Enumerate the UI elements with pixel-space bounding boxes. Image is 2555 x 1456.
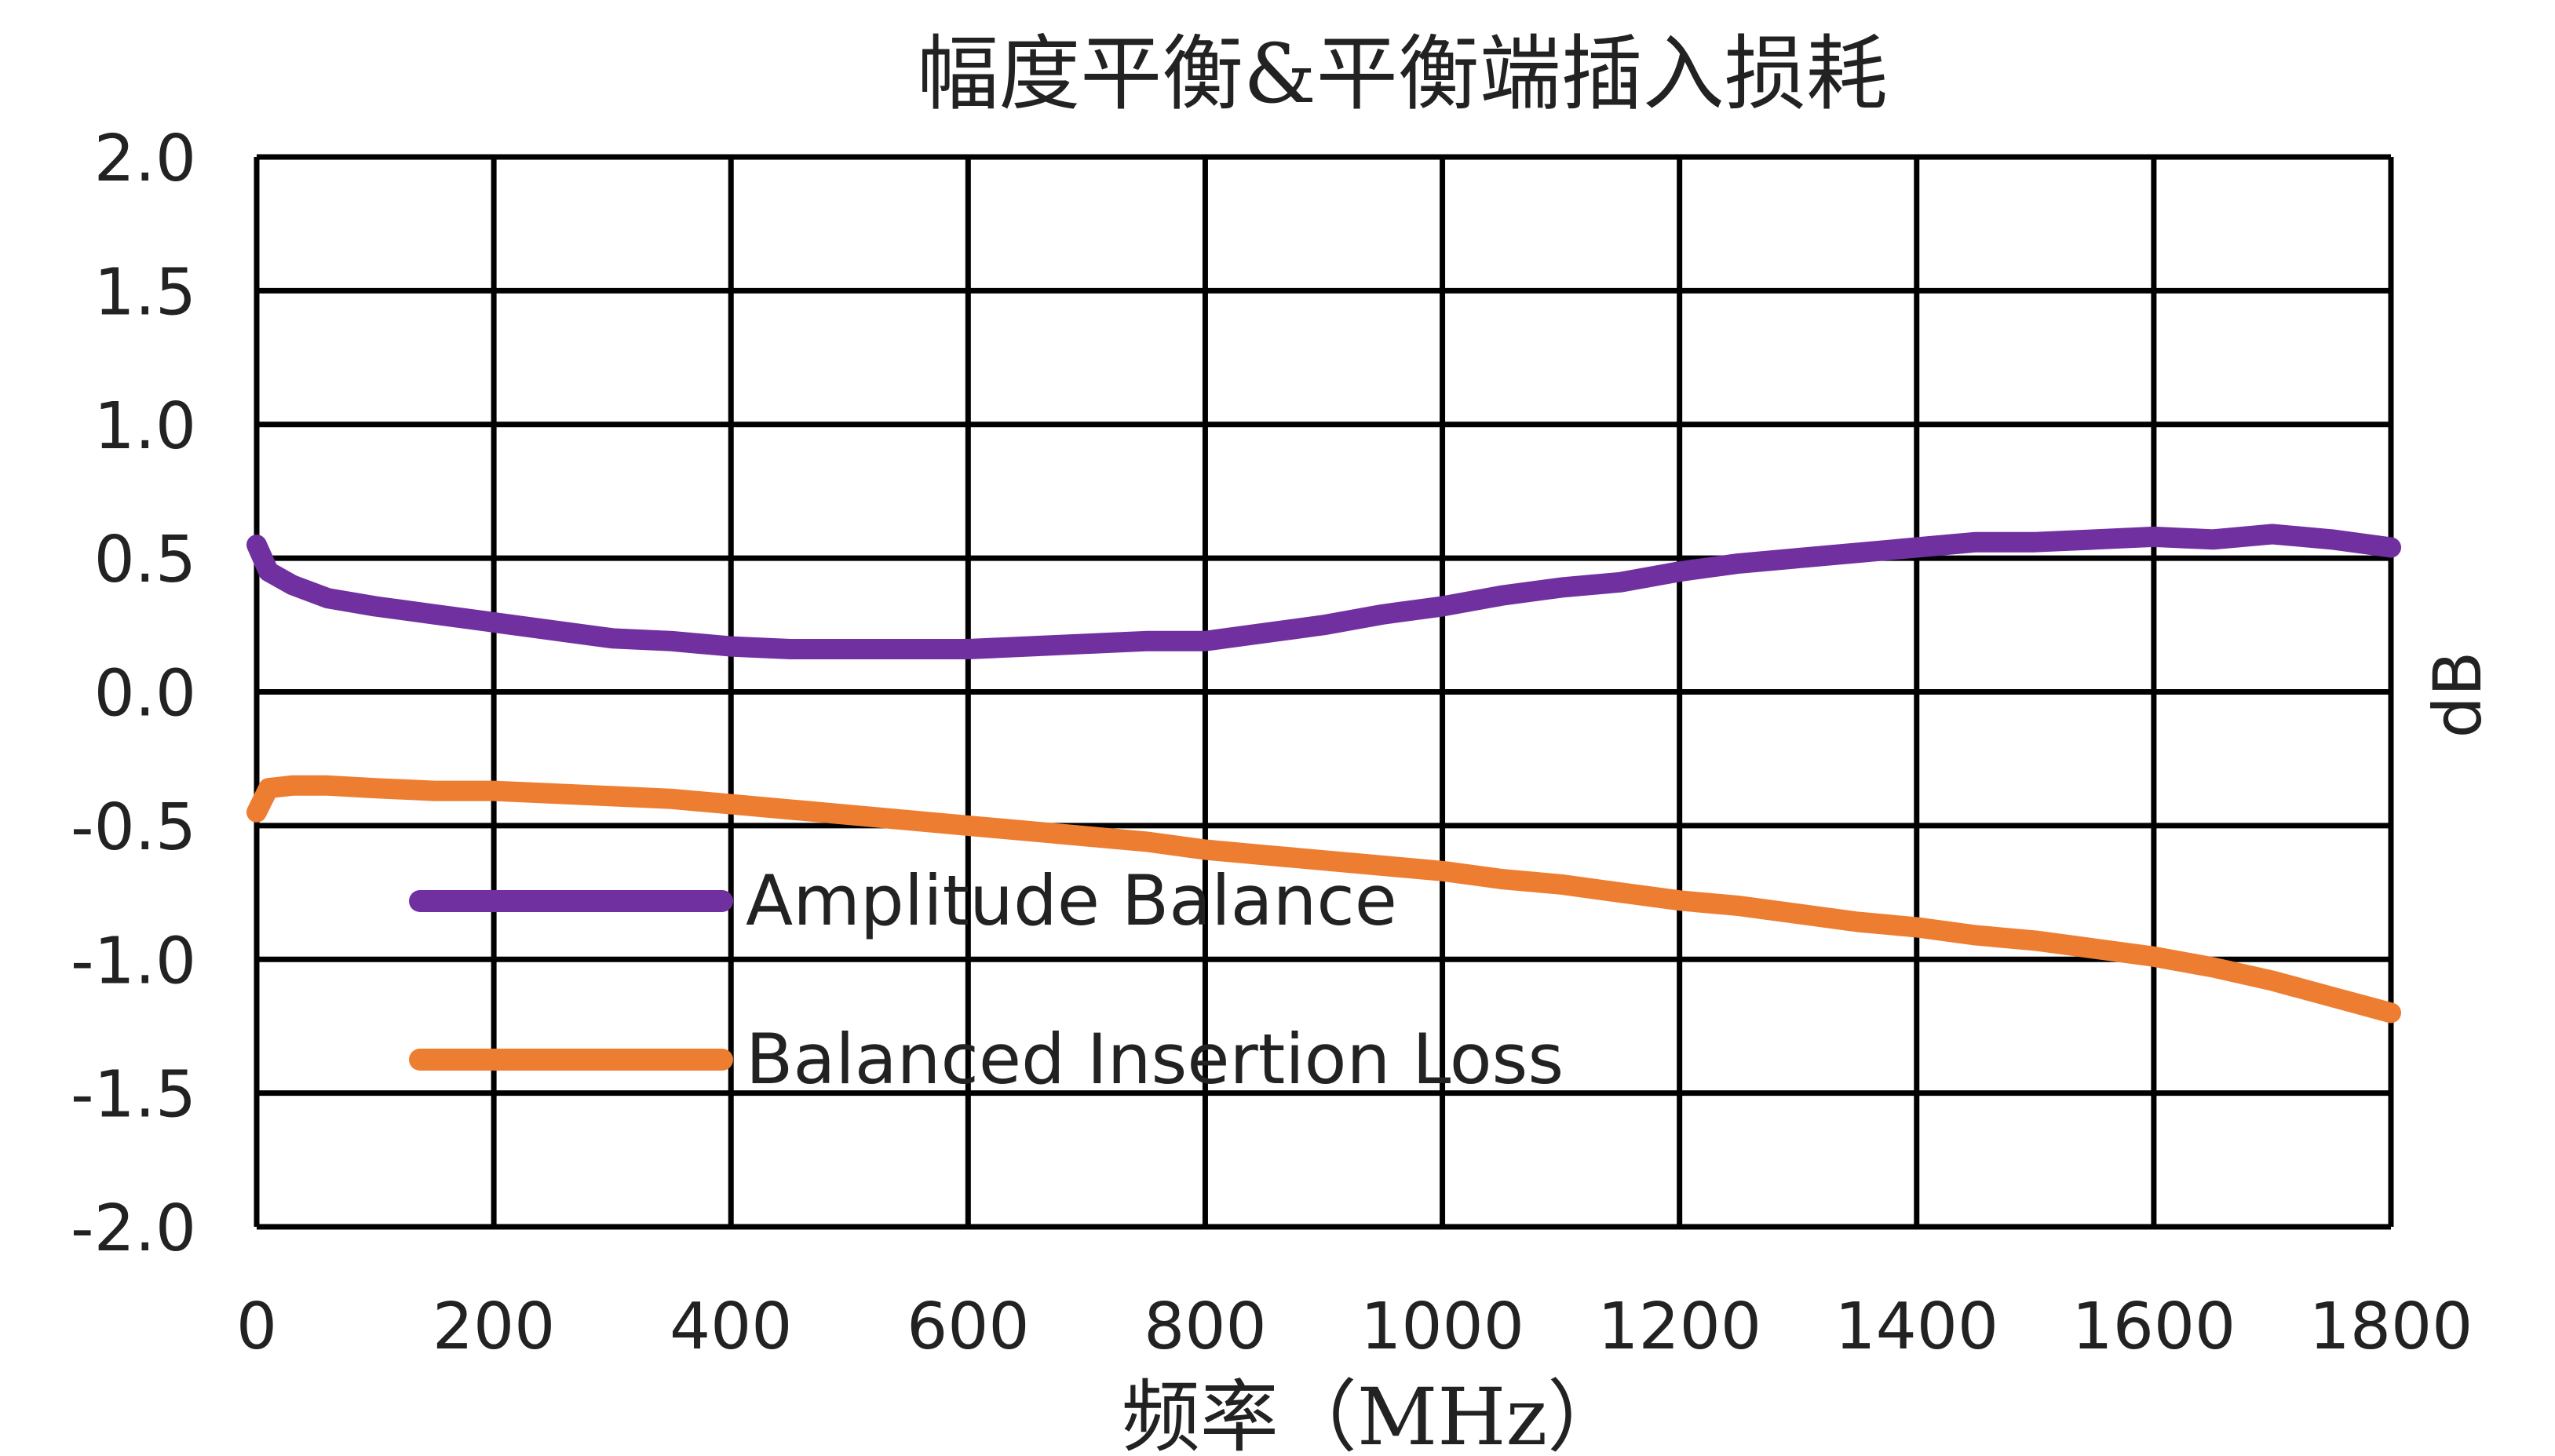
axis-ticks: 2.0 1.5 1.0 0.5 0.0 -0.5 -1.0 -1.5 -2.0 0 200 400 60… [71,122,2473,1364]
y-tick-label: 2.0 [94,122,196,196]
data-series [246,524,2401,1024]
grid-lines [254,154,2394,1230]
x-tick-label: 200 [433,1290,556,1364]
x-tick-label: 0 [236,1290,277,1364]
x-tick-label: 1200 [1597,1290,1761,1364]
y-tick-label: -2.0 [71,1191,196,1266]
y-tick-label: 0.5 [94,523,196,597]
x-tick-label: 600 [907,1290,1030,1364]
y-tick-label: 1.5 [94,255,196,330]
x-tick-label: 800 [1144,1290,1267,1364]
x-tick-label: 400 [670,1290,793,1364]
y-tick-label: -1.0 [71,924,196,998]
x-tick-label: 1400 [1834,1290,1998,1364]
y-tick-label: -0.5 [71,790,196,865]
chart-title: 幅度平衡&平衡端插入损耗 [917,26,1888,122]
y-tick-label: 1.0 [94,389,196,464]
legend-label-balanced-insertion-loss: Balanced Insertion Loss [746,1019,1564,1100]
x-tick-label: 1600 [2072,1290,2236,1364]
x-tick-label: 1800 [2309,1290,2473,1364]
legend: Amplitude Balance Balanced Insertion Los… [409,860,1564,1100]
series-line-amplitude-balance [246,524,2401,659]
legend-label-amplitude-balance: Amplitude Balance [746,860,1397,941]
y-tick-label: -1.5 [71,1058,196,1133]
x-tick-label: 1000 [1360,1290,1524,1364]
x-axis-label: 频率（MHz） [1122,1371,1626,1456]
y-axis-label: dB [2419,651,2496,739]
series-line-balanced-insertion-loss [246,775,2401,1024]
y-tick-label: 0.0 [94,657,196,732]
